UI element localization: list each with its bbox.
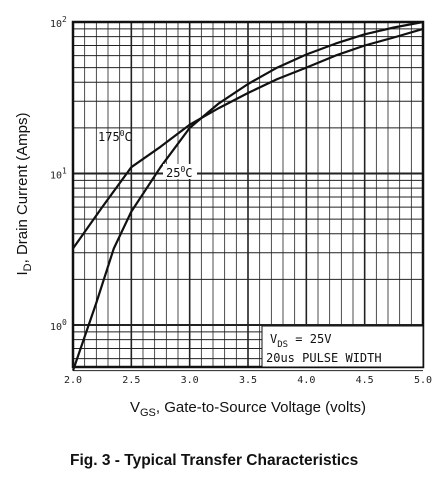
y-tick-label: 101: [50, 167, 67, 182]
x-tick-label: 2.0: [64, 375, 82, 386]
series-label-25c: 250C: [166, 165, 193, 180]
series-label-175c: 1750C: [98, 129, 132, 144]
x-tick-label: 5.0: [414, 375, 432, 386]
vds-value: = 25V: [288, 332, 331, 346]
x-axis-title-sub: GS: [140, 407, 156, 419]
series-label-25c-deg: 0: [180, 165, 185, 174]
annotation-line-1: VDS = 25V: [270, 332, 331, 350]
x-tick-label: 3.0: [181, 375, 199, 386]
series-label-175c-deg: 0: [120, 129, 125, 138]
x-axis-title-text: , Gate-to-Source Voltage (volts): [156, 399, 366, 416]
y-tick-label: 100: [50, 318, 67, 333]
x-tick-label: 2.5: [122, 375, 140, 386]
y-axis-title-symbol: I: [14, 271, 31, 275]
annotation-line-2: 20us PULSE WIDTH: [266, 351, 382, 365]
series-label-25c-num: 25: [166, 166, 180, 180]
x-tick-label: 3.5: [239, 375, 257, 386]
series-label-25c-unit: C: [185, 166, 192, 180]
series-label-175c-unit: C: [125, 130, 132, 144]
x-axis-title: VGS, Gate-to-Source Voltage (volts): [130, 399, 366, 419]
x-tick-label: 4.0: [297, 375, 315, 386]
figure-caption: Fig. 3 - Typical Transfer Characteristic…: [70, 452, 359, 469]
x-tick-label: 4.5: [356, 375, 374, 386]
grid-lines: [73, 22, 423, 372]
x-axis-title-symbol: V: [130, 399, 140, 416]
series-group: [71, 20, 424, 371]
vds-symbol: V: [270, 332, 277, 346]
y-axis-title: ID, Drain Current (Amps): [14, 113, 34, 276]
plot-frame: [71, 20, 425, 369]
series-label-25c-bg: [163, 164, 197, 179]
series-line-25c: [71, 20, 424, 371]
test-conditions-annotation: VDS = 25V 20us PULSE WIDTH: [261, 325, 424, 368]
y-tick-label: 102: [50, 15, 67, 30]
series-line-175c: [72, 27, 424, 250]
y-axis-title-text: , Drain Current (Amps): [14, 113, 31, 264]
vds-subscript: DS: [277, 340, 288, 350]
y-axis-title-sub: D: [22, 263, 34, 271]
tick-labels: 2.0 2.5 3.0 3.5 4.0 4.5 5.0 100 101 102: [50, 15, 432, 386]
annotation-box: [261, 325, 424, 368]
series-label-175c-num: 175: [98, 130, 120, 144]
